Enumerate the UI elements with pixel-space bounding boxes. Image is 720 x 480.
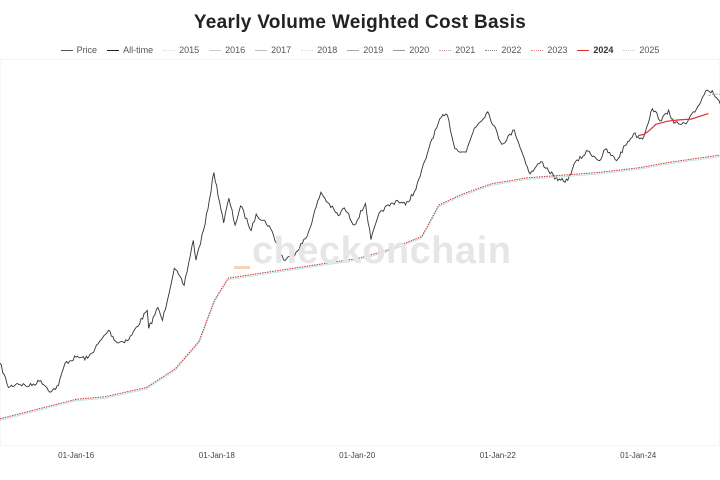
- legend-label: 2019: [363, 45, 384, 55]
- chart-legend: Price All-time 2015 2016 2017 2018 2019 2020 202…: [0, 45, 720, 55]
- legend-item-2022[interactable]: 2022: [485, 45, 521, 55]
- x-tick-label: 01-Jan-22: [479, 451, 516, 460]
- legend-swatch: [60, 49, 73, 51]
- watermark-accent: [234, 266, 250, 269]
- x-tick-label: 01-Jan-18: [198, 451, 235, 460]
- legend-item-price[interactable]: Price: [60, 45, 98, 55]
- chart-title: Yearly Volume Weighted Cost Basis: [193, 12, 527, 33]
- legend-item-2019[interactable]: 2019: [347, 45, 383, 55]
- legend-item-2023[interactable]: 2023: [531, 45, 567, 55]
- legend-item-2025[interactable]: 2025: [623, 45, 659, 55]
- legend-label: 2020: [409, 45, 430, 55]
- legend-label: 2018: [317, 45, 338, 55]
- legend-swatch: [623, 49, 636, 51]
- legend-swatch: [439, 49, 452, 51]
- legend-swatch: [255, 49, 268, 51]
- x-tick-label: 01-Jan-20: [339, 451, 376, 460]
- legend-item-2018[interactable]: 2018: [301, 45, 337, 55]
- legend-item-2024[interactable]: 2024: [577, 45, 613, 55]
- legend-swatch: [107, 49, 120, 51]
- legend-label: 2023: [547, 45, 568, 55]
- legend-label: 2015: [179, 45, 200, 55]
- watermark-text: checkonchain: [252, 230, 512, 272]
- legend-swatch: [485, 49, 498, 51]
- series-line-2024: [638, 113, 709, 137]
- series-line-all-time-shadow: [0, 156, 720, 421]
- legend-swatch: [577, 49, 590, 51]
- legend-item-2020[interactable]: 2020: [393, 45, 429, 55]
- legend-label: 2021: [455, 45, 476, 55]
- legend-swatch: [301, 49, 314, 51]
- legend-swatch: [531, 49, 544, 51]
- series-layer: [0, 89, 720, 421]
- legend-label: 2016: [225, 45, 246, 55]
- series-line-price: [0, 89, 720, 393]
- x-tick-label: 01-Jan-24: [620, 451, 657, 460]
- series-line-all-time: [0, 154, 720, 420]
- x-tick-label: 01-Jan-16: [58, 451, 95, 460]
- legend-label: Price: [76, 45, 98, 55]
- legend-item-2017[interactable]: 2017: [255, 45, 291, 55]
- legend-label: 2017: [271, 45, 292, 55]
- legend-swatch: [163, 49, 176, 51]
- legend-label: 2025: [639, 45, 660, 55]
- legend-item-2016[interactable]: 2016: [209, 45, 245, 55]
- legend-swatch: [209, 49, 222, 51]
- legend-swatch: [347, 49, 360, 51]
- legend-label: 2024: [593, 45, 614, 55]
- legend-item-2021[interactable]: 2021: [439, 45, 475, 55]
- legend-label: All-time: [123, 45, 154, 55]
- legend-item-2015[interactable]: 2015: [163, 45, 199, 55]
- legend-label: 2022: [501, 45, 522, 55]
- legend-item-all-time[interactable]: All-time: [107, 45, 153, 55]
- legend-swatch: [393, 49, 406, 51]
